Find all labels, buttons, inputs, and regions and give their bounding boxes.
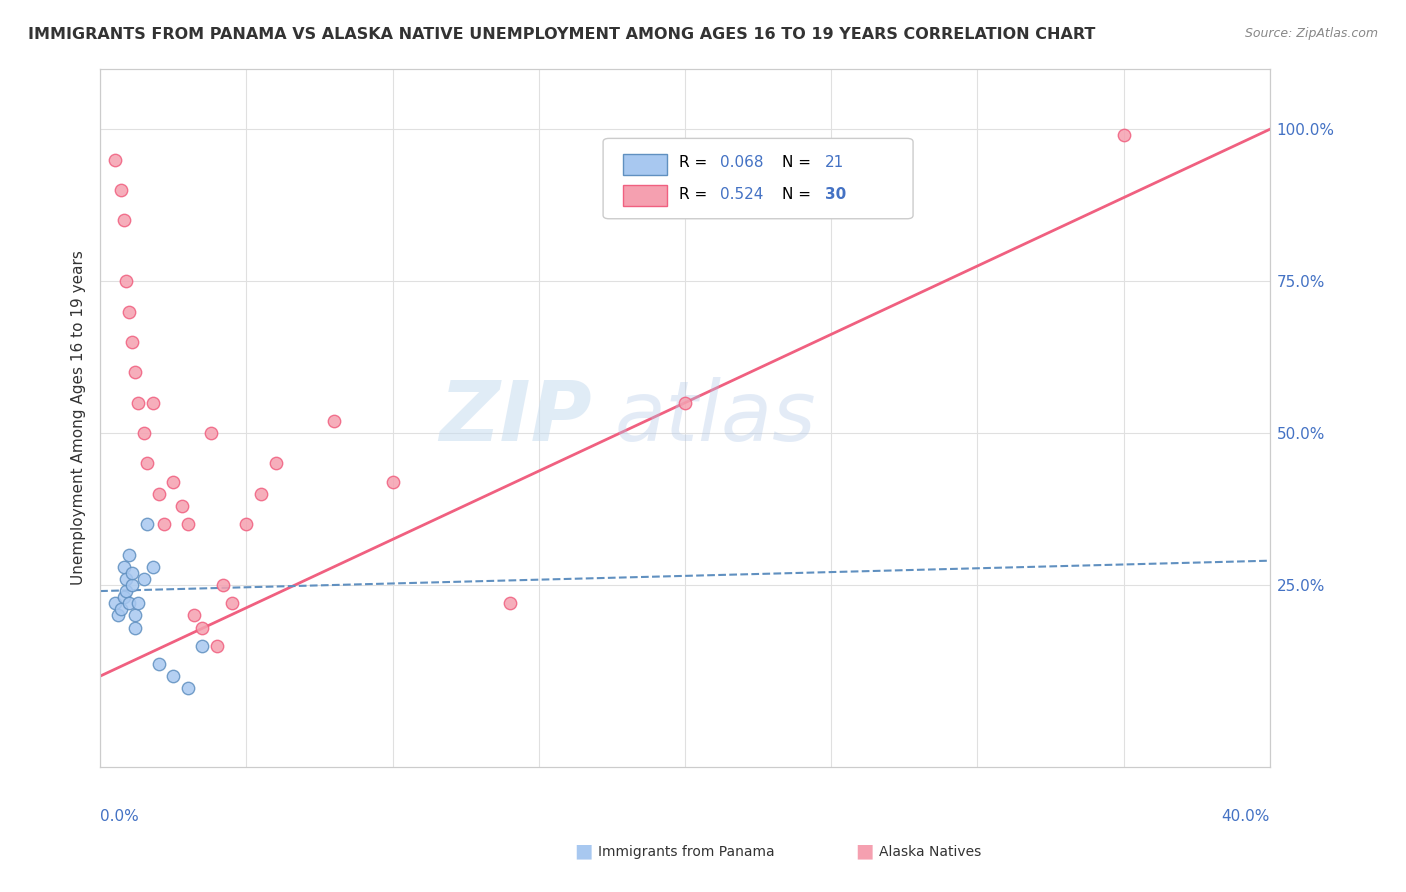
Text: R =: R =	[679, 155, 713, 170]
Point	[115, 572, 138, 586]
Point	[110, 183, 132, 197]
Point	[264, 457, 287, 471]
Point	[124, 620, 146, 634]
Point	[498, 596, 520, 610]
Point	[205, 639, 228, 653]
Point	[162, 669, 184, 683]
Point	[148, 487, 170, 501]
Point	[115, 584, 138, 599]
Text: ■: ■	[855, 841, 875, 860]
Point	[104, 596, 127, 610]
Point	[1112, 128, 1135, 143]
Text: IMMIGRANTS FROM PANAMA VS ALASKA NATIVE UNEMPLOYMENT AMONG AGES 16 TO 19 YEARS C: IMMIGRANTS FROM PANAMA VS ALASKA NATIVE …	[28, 27, 1095, 42]
Point	[191, 620, 214, 634]
Text: atlas: atlas	[614, 377, 817, 458]
Bar	[623, 154, 668, 176]
Point	[153, 517, 176, 532]
Text: 30: 30	[825, 186, 846, 202]
Point	[127, 596, 149, 610]
Point	[127, 395, 149, 409]
Point	[170, 499, 193, 513]
Point	[381, 475, 404, 489]
Point	[132, 572, 155, 586]
Point	[112, 559, 135, 574]
Text: 0.524: 0.524	[720, 186, 763, 202]
Text: 0.0%: 0.0%	[100, 809, 139, 824]
FancyBboxPatch shape	[603, 138, 912, 219]
Point	[121, 334, 143, 349]
Point	[162, 475, 184, 489]
Point	[142, 559, 165, 574]
Point	[124, 365, 146, 379]
Point	[221, 596, 243, 610]
Point	[142, 395, 165, 409]
Point	[110, 602, 132, 616]
Point	[121, 578, 143, 592]
Point	[112, 213, 135, 227]
Point	[115, 274, 138, 288]
Point	[135, 517, 157, 532]
Text: ■: ■	[574, 841, 593, 860]
Text: N =: N =	[782, 155, 815, 170]
Text: 21: 21	[825, 155, 845, 170]
Point	[191, 639, 214, 653]
Point	[183, 608, 205, 623]
Text: Immigrants from Panama: Immigrants from Panama	[598, 846, 775, 859]
Point	[673, 395, 696, 409]
Point	[107, 608, 129, 623]
Point	[135, 457, 157, 471]
Point	[118, 304, 141, 318]
Point	[148, 657, 170, 671]
Text: 0.068: 0.068	[720, 155, 763, 170]
Point	[235, 517, 257, 532]
Point	[250, 487, 273, 501]
Point	[132, 426, 155, 441]
Point	[118, 548, 141, 562]
Y-axis label: Unemployment Among Ages 16 to 19 years: Unemployment Among Ages 16 to 19 years	[72, 251, 86, 585]
Text: 40.0%: 40.0%	[1222, 809, 1270, 824]
Point	[323, 414, 346, 428]
Text: ZIP: ZIP	[439, 377, 592, 458]
Point	[104, 153, 127, 167]
Text: R =: R =	[679, 186, 713, 202]
Bar	[623, 186, 668, 206]
Text: Source: ZipAtlas.com: Source: ZipAtlas.com	[1244, 27, 1378, 40]
Point	[212, 578, 235, 592]
Text: N =: N =	[782, 186, 815, 202]
Point	[177, 517, 200, 532]
Text: Alaska Natives: Alaska Natives	[879, 846, 981, 859]
Point	[121, 566, 143, 580]
Point	[200, 426, 222, 441]
Point	[177, 681, 200, 696]
Point	[124, 608, 146, 623]
Point	[112, 590, 135, 604]
Point	[118, 596, 141, 610]
